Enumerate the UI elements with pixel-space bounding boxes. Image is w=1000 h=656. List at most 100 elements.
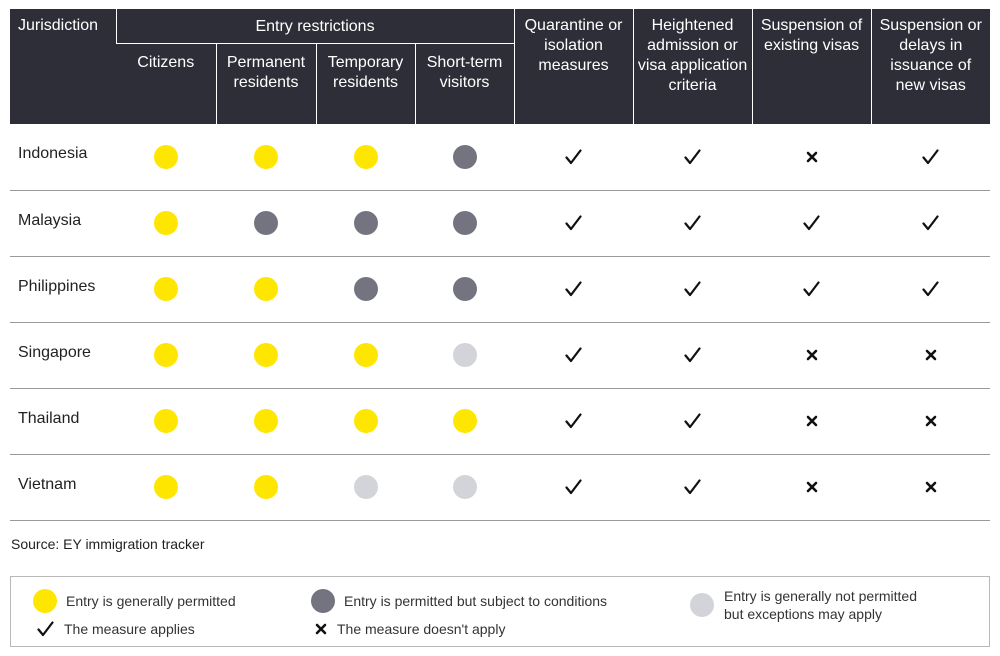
yellow-dot-icon xyxy=(154,475,178,499)
status-cell-visitors xyxy=(415,190,515,257)
yellow-dot-icon xyxy=(154,277,178,301)
header-short-term-visitors: Short-term visitors xyxy=(414,43,515,124)
header-quarantine: Quarantine or isolation measures xyxy=(513,9,634,124)
measure-cell-suspension-existing xyxy=(752,454,872,521)
measure-cell-suspension-existing xyxy=(752,256,872,323)
checkmark-icon xyxy=(565,148,582,164)
status-cell-citizens xyxy=(116,322,216,389)
measure-cell-heightened xyxy=(633,454,753,521)
measure-cell-suspension-new xyxy=(871,388,991,455)
yellow-dot-icon xyxy=(254,475,278,499)
table-body: Indonesia Malaysia Philippines Singapore Tha… xyxy=(10,124,991,521)
yellow-dot-icon xyxy=(254,277,278,301)
cross-icon xyxy=(925,481,936,493)
status-cell-permanent xyxy=(216,322,316,389)
light-grey-dot-icon xyxy=(452,343,477,367)
legend-item-not-applies: The measure doesn't apply xyxy=(315,620,505,638)
yellow-dot-icon xyxy=(353,144,378,169)
checkmark-icon xyxy=(37,621,54,637)
measure-cell-heightened xyxy=(633,322,753,389)
status-cell-permanent xyxy=(216,190,316,257)
checkmark-icon xyxy=(684,148,701,164)
yellow-dot-icon xyxy=(154,144,178,169)
dark-grey-dot-icon xyxy=(452,144,477,169)
legend-label-not-permitted: Entry is generally not permitted but exc… xyxy=(724,587,917,623)
light-grey-dot-icon xyxy=(452,475,477,499)
checkmark-icon xyxy=(803,215,820,230)
jurisdiction-name: Thailand xyxy=(10,388,116,455)
yellow-dot-icon xyxy=(452,409,477,433)
header-permanent-residents: Permanent residents xyxy=(215,43,316,124)
entry-restrictions-table: Jurisdiction Entry restrictions Quaranti… xyxy=(10,9,991,521)
jurisdiction-name: Malaysia xyxy=(10,190,116,257)
legend-label-conditions: Entry is permitted but subject to condit… xyxy=(344,593,608,609)
yellow-dot-icon xyxy=(254,343,278,367)
dark-grey-dot-icon xyxy=(254,211,278,235)
checkmark-icon xyxy=(565,281,582,296)
header-citizens: Citizens xyxy=(116,43,216,124)
status-cell-permanent xyxy=(216,454,316,521)
header-suspension-new-visas: Suspension or delays in issuance of new … xyxy=(870,9,991,124)
measure-cell-suspension-existing xyxy=(752,124,872,191)
dark-grey-dot-icon xyxy=(353,277,378,301)
status-cell-permanent xyxy=(216,256,316,323)
cross-icon xyxy=(315,623,327,635)
measure-cell-suspension-existing xyxy=(752,322,872,389)
measure-cell-quarantine xyxy=(514,388,634,455)
checkmark-icon xyxy=(922,281,939,296)
cross-icon xyxy=(806,481,817,493)
checkmark-icon xyxy=(684,215,701,230)
table-row: Philippines xyxy=(10,256,991,323)
dark-grey-dot-icon xyxy=(452,211,477,235)
table-row: Thailand xyxy=(10,388,991,455)
yellow-dot-icon xyxy=(254,144,278,169)
status-cell-citizens xyxy=(116,454,216,521)
cross-icon xyxy=(925,349,936,361)
legend-label-not-permitted-line2: but exceptions may apply xyxy=(724,606,882,622)
table-row: Vietnam xyxy=(10,454,991,521)
dark-grey-dot-icon xyxy=(452,277,477,301)
measure-cell-quarantine xyxy=(514,256,634,323)
yellow-dot-icon xyxy=(154,343,178,367)
status-cell-visitors xyxy=(415,454,515,521)
checkmark-icon xyxy=(565,215,582,230)
status-cell-visitors xyxy=(415,256,515,323)
legend-item-applies: The measure applies xyxy=(37,620,195,638)
measure-cell-suspension-new xyxy=(871,124,991,191)
cross-icon xyxy=(806,349,817,361)
measure-cell-suspension-existing xyxy=(752,190,872,257)
status-cell-permanent xyxy=(216,124,316,191)
jurisdiction-name: Vietnam xyxy=(10,454,116,521)
cross-icon xyxy=(806,151,817,162)
measure-cell-quarantine xyxy=(514,124,634,191)
checkmark-icon xyxy=(565,413,582,428)
status-cell-citizens xyxy=(116,256,216,323)
light-grey-dot-icon xyxy=(353,475,378,499)
status-cell-temporary xyxy=(316,388,415,455)
measure-cell-heightened xyxy=(633,256,753,323)
legend-label-permitted: Entry is generally permitted xyxy=(66,593,236,609)
legend-item-not-permitted: Entry is generally not permitted but exc… xyxy=(690,587,917,623)
status-cell-temporary xyxy=(316,124,415,191)
legend-item-permitted: Entry is generally permitted xyxy=(33,589,236,613)
checkmark-icon xyxy=(684,347,701,362)
header-suspension-existing-visas: Suspension of existing visas xyxy=(751,9,872,124)
checkmark-icon xyxy=(803,281,820,296)
dark-grey-dot-icon xyxy=(353,211,378,235)
status-cell-citizens xyxy=(116,124,216,191)
jurisdiction-name: Philippines xyxy=(10,256,116,323)
status-cell-visitors xyxy=(415,124,515,191)
status-cell-citizens xyxy=(116,190,216,257)
jurisdiction-name: Singapore xyxy=(10,322,116,389)
status-cell-temporary xyxy=(316,454,415,521)
legend-label-applies: The measure applies xyxy=(64,621,195,637)
yellow-dot-icon xyxy=(33,589,57,613)
yellow-dot-icon xyxy=(154,211,178,235)
status-cell-visitors xyxy=(415,388,515,455)
checkmark-icon xyxy=(684,413,701,428)
legend-label-not-permitted-line1: Entry is generally not permitted xyxy=(724,588,917,604)
measure-cell-suspension-new xyxy=(871,256,991,323)
status-cell-permanent xyxy=(216,388,316,455)
status-cell-visitors xyxy=(415,322,515,389)
measure-cell-suspension-new xyxy=(871,190,991,257)
